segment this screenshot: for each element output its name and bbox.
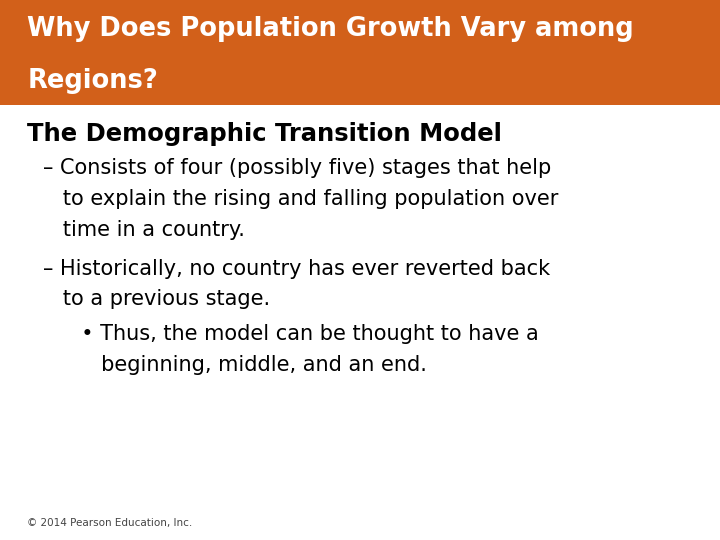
Text: © 2014 Pearson Education, Inc.: © 2014 Pearson Education, Inc.: [27, 518, 193, 528]
Text: beginning, middle, and an end.: beginning, middle, and an end.: [68, 355, 427, 375]
Text: • Thus, the model can be thought to have a: • Thus, the model can be thought to have…: [68, 325, 539, 345]
Text: Regions?: Regions?: [27, 68, 158, 93]
Text: – Consists of four (possibly five) stages that help: – Consists of four (possibly five) stage…: [43, 158, 552, 178]
Text: time in a country.: time in a country.: [43, 220, 245, 240]
Text: to a previous stage.: to a previous stage.: [43, 289, 270, 309]
Text: to explain the rising and falling population over: to explain the rising and falling popula…: [43, 189, 559, 209]
Text: Why Does Population Growth Vary among: Why Does Population Growth Vary among: [27, 16, 634, 42]
Text: The Demographic Transition Model: The Demographic Transition Model: [27, 122, 503, 145]
Bar: [0, 0, 720, 105]
Text: – Historically, no country has ever reverted back: – Historically, no country has ever reve…: [43, 259, 550, 279]
